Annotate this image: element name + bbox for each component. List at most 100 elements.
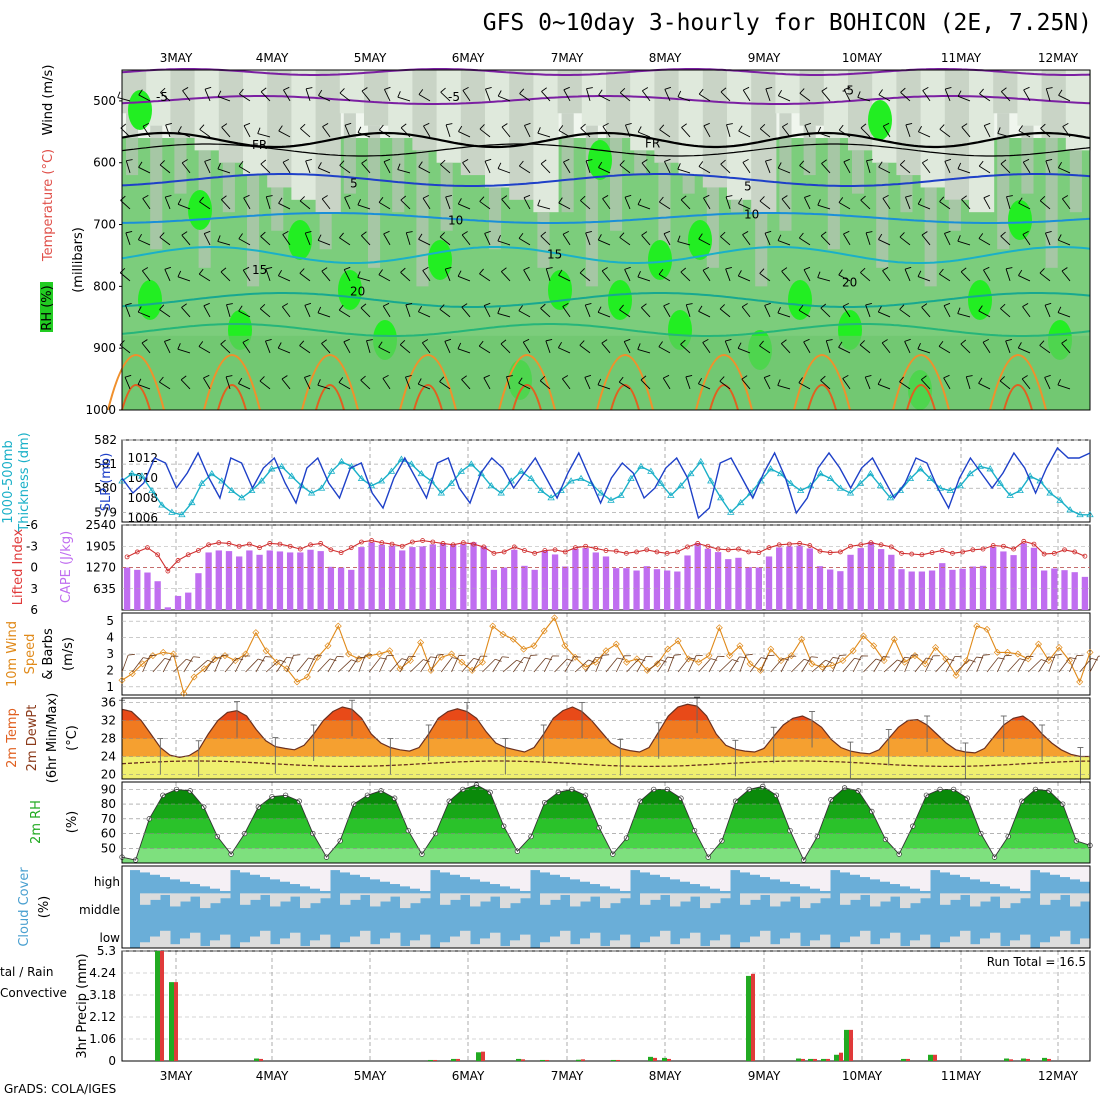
wind-barb-flag bbox=[983, 266, 990, 271]
wind-barb bbox=[220, 339, 231, 354]
cloud-low-segment bbox=[880, 938, 891, 948]
surface-wind-barb-shaft bbox=[543, 655, 553, 673]
wind-barb-shaft bbox=[719, 380, 731, 390]
wind-barb bbox=[1000, 159, 1011, 174]
wind-barb-flag bbox=[1039, 340, 1045, 346]
wind-barb-flag bbox=[266, 195, 273, 198]
thickness-point bbox=[617, 491, 625, 498]
cape-bar bbox=[1000, 551, 1007, 610]
cloud-high-segment bbox=[490, 866, 501, 885]
wind-barb-shaft bbox=[522, 341, 531, 354]
wind-barb-shaft bbox=[242, 269, 251, 282]
wind-barb-flag bbox=[817, 199, 821, 206]
wind-barb-shaft bbox=[597, 311, 611, 318]
lifted-index-point bbox=[185, 552, 191, 558]
cloud-middle-segment bbox=[400, 893, 411, 909]
wind-barb-shaft bbox=[983, 197, 991, 210]
wind-barb-flag bbox=[938, 268, 944, 275]
near-surface-temp-contour bbox=[695, 354, 753, 411]
wind-barb-shaft bbox=[864, 376, 871, 390]
wind-barb bbox=[339, 232, 351, 246]
wind-barb-flag bbox=[663, 230, 671, 235]
wind-barb-shaft bbox=[1018, 202, 1031, 210]
lifted-index-point bbox=[134, 549, 140, 555]
wind-barb-flag bbox=[741, 375, 748, 380]
wind-barb-flag bbox=[238, 233, 243, 239]
cloud-middle-segment bbox=[510, 893, 521, 904]
thickness-point bbox=[357, 474, 366, 481]
wind-barb-shaft bbox=[265, 196, 271, 210]
cloud-low-segment bbox=[590, 932, 601, 948]
surface-wind-barb-shaft bbox=[677, 657, 690, 673]
surface-wind-barb-flag bbox=[566, 658, 574, 662]
wind-barb-flag bbox=[203, 374, 210, 379]
cloud-middle-segment bbox=[580, 893, 591, 902]
lifted-index-point bbox=[685, 544, 690, 550]
surface-wind-barb bbox=[605, 657, 624, 673]
wind-barb bbox=[698, 161, 711, 174]
wind-barb bbox=[181, 303, 191, 318]
wind-barb-flag bbox=[137, 378, 142, 385]
surface-wind-barb-shaft bbox=[276, 657, 288, 673]
wind-barb-shaft bbox=[204, 89, 211, 102]
lifted-index-point bbox=[348, 545, 354, 551]
wind-barb bbox=[983, 122, 991, 138]
wind-barb-shaft bbox=[405, 304, 411, 318]
wind-barb-shaft bbox=[563, 89, 571, 102]
wind-barb bbox=[1000, 231, 1011, 246]
near-surface-temp-contour bbox=[203, 354, 261, 411]
wind-barb bbox=[920, 375, 931, 390]
wind-barb-shaft bbox=[677, 168, 691, 174]
cloud-low-segment bbox=[250, 936, 261, 948]
cloud-middle-segment bbox=[900, 893, 911, 909]
wind-barb-shaft bbox=[519, 93, 531, 102]
cloud-low-segment bbox=[240, 942, 251, 948]
cloud-low-segment bbox=[910, 940, 921, 948]
wind-barb-shaft bbox=[164, 196, 171, 210]
wind-barb-flag bbox=[265, 338, 272, 342]
cape-bar bbox=[236, 556, 243, 610]
wind-barb-flag bbox=[260, 231, 266, 237]
cape-bar bbox=[521, 565, 528, 610]
wind-barb-flag bbox=[685, 375, 693, 378]
wind-speed-point bbox=[808, 660, 816, 668]
wind-barb-shaft bbox=[238, 165, 251, 174]
surface-wind-barb-shaft bbox=[791, 658, 805, 673]
wind-barb-shaft bbox=[1000, 163, 1011, 174]
surface-wind-barb bbox=[471, 655, 488, 673]
wind-barb-shaft bbox=[383, 233, 391, 246]
wind-barb bbox=[882, 122, 891, 138]
wind-barb bbox=[257, 127, 271, 138]
wind-barb bbox=[780, 339, 791, 354]
wind-barb-flag bbox=[943, 302, 951, 307]
thickness-point bbox=[687, 469, 695, 477]
wind-barb-flag bbox=[422, 339, 429, 344]
cloud-low-segment bbox=[750, 936, 761, 948]
bottom-day-label: 9MAY bbox=[748, 1069, 781, 1083]
wind-speed-tick-label: 5 bbox=[106, 614, 114, 628]
surface-wind-barb-flag bbox=[933, 655, 940, 657]
cloud-high-segment bbox=[360, 866, 371, 878]
wind-barb-flag bbox=[300, 123, 306, 129]
wind-barb bbox=[158, 376, 171, 390]
wind-barb-shaft bbox=[445, 124, 451, 138]
surface-wind-barb-shaft bbox=[337, 659, 352, 673]
wind-barb-flag bbox=[586, 87, 593, 90]
wind-barb-flag bbox=[641, 303, 647, 308]
wind-barb-flag bbox=[238, 88, 244, 95]
wind-barb bbox=[317, 306, 331, 318]
wind-speed-point bbox=[983, 625, 991, 633]
wind-speed-point bbox=[303, 673, 311, 681]
wind-barb-flag bbox=[921, 375, 927, 380]
wind-barb-shaft bbox=[619, 164, 631, 174]
contour-label: 5 bbox=[744, 180, 752, 194]
surface-wind-barb bbox=[502, 659, 523, 673]
precip-tick-label: 4.24 bbox=[89, 966, 116, 980]
temp-tick-label: 24 bbox=[101, 750, 116, 764]
wind-barb-flag bbox=[585, 159, 593, 162]
surface-wind-barb-shaft bbox=[379, 655, 388, 673]
surface-wind-barb-flag bbox=[969, 659, 976, 663]
wind-barb-shaft bbox=[540, 163, 551, 174]
wind-barb-shaft bbox=[138, 311, 151, 318]
